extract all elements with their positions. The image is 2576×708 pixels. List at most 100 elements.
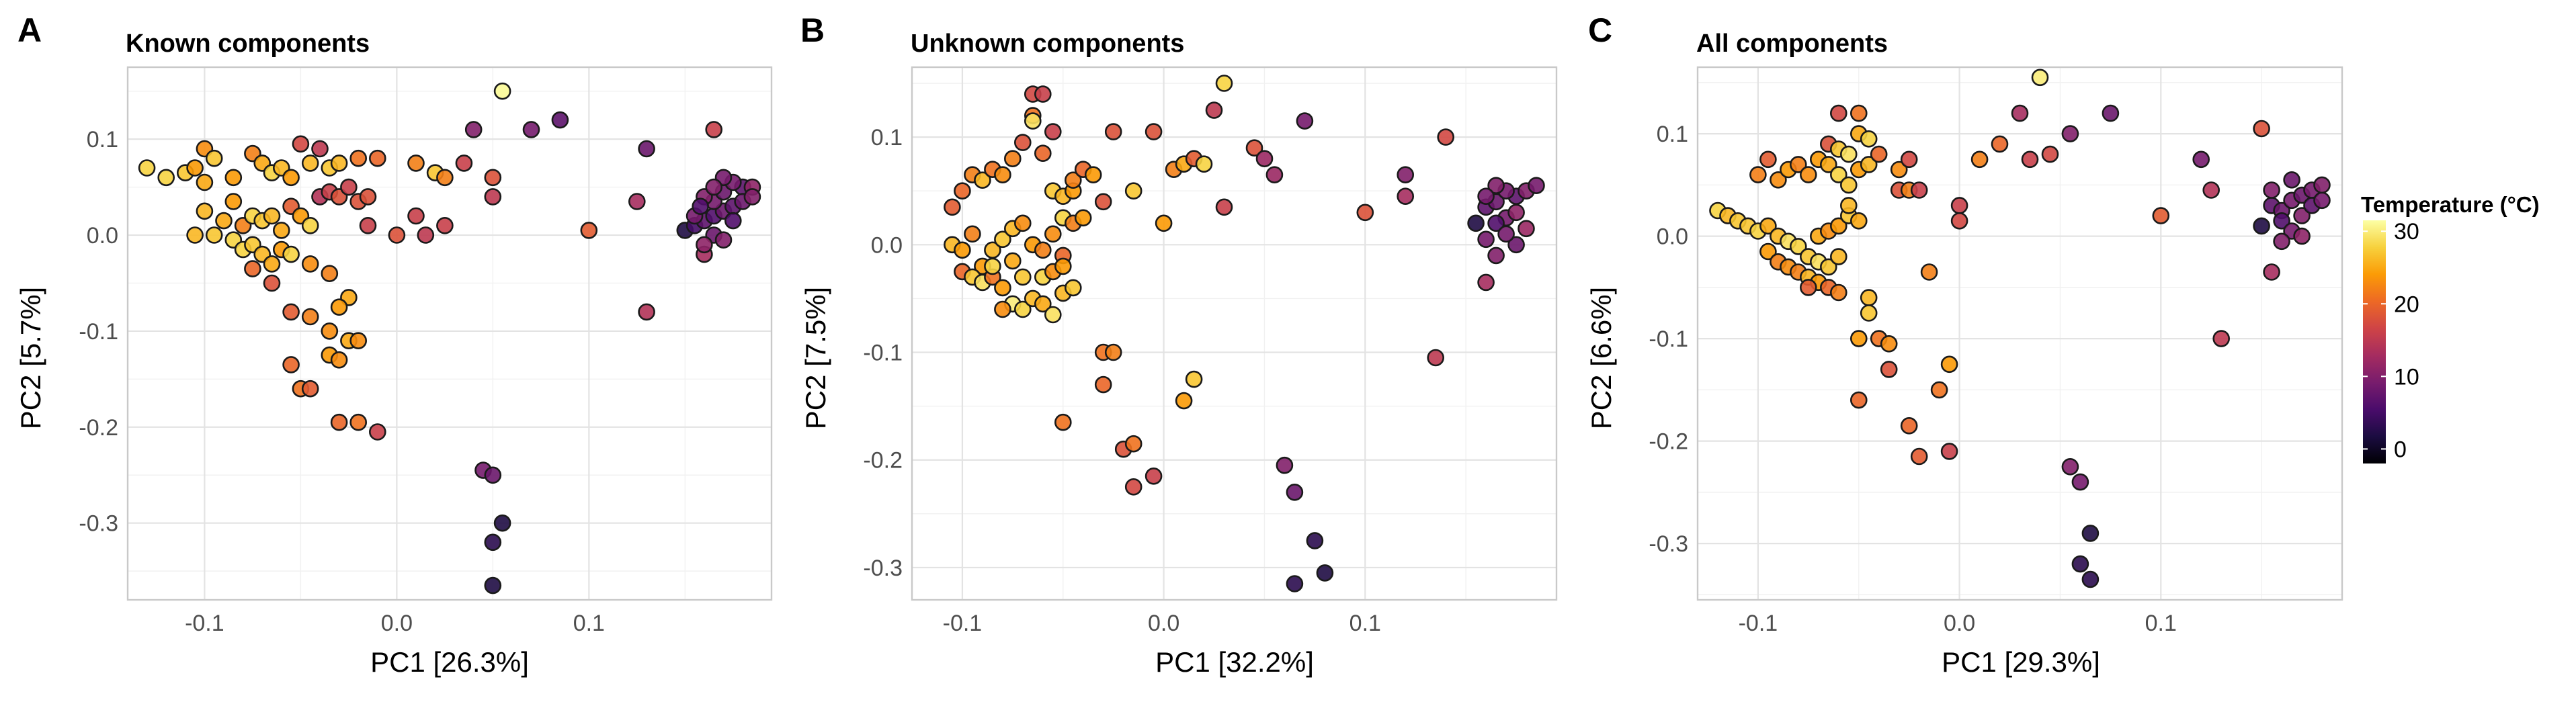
- data-point: [1185, 370, 1203, 388]
- data-point: [349, 413, 368, 431]
- data-point: [638, 303, 655, 321]
- y-tick-label-c: 0.1: [1657, 122, 1688, 147]
- data-point: [1245, 139, 1263, 157]
- colorbar-ticks: 0 10 20 30: [2363, 219, 2419, 462]
- data-point: [1518, 220, 1535, 238]
- data-point: [1195, 155, 1213, 173]
- data-point: [1800, 166, 1817, 183]
- data-point: [522, 121, 540, 138]
- data-point: [2071, 555, 2089, 573]
- data-point: [407, 207, 425, 225]
- data-point: [1034, 144, 1052, 162]
- data-point: [1487, 214, 1505, 232]
- data-point: [1477, 187, 1495, 206]
- y-tick-label-c: -0.2: [1649, 429, 1688, 455]
- data-point: [1497, 225, 1515, 243]
- data-point: [196, 202, 214, 220]
- y-tick-label-c: 0.0: [1657, 224, 1688, 250]
- data-point: [301, 308, 319, 326]
- data-point: [1104, 123, 1122, 140]
- data-point: [2152, 207, 2170, 224]
- data-point: [484, 169, 502, 187]
- data-point: [186, 226, 204, 244]
- data-point: [301, 216, 319, 234]
- data-point: [1065, 171, 1082, 189]
- data-point: [349, 149, 368, 167]
- data-point: [2253, 217, 2270, 235]
- data-point: [1860, 130, 1878, 148]
- data-point: [1910, 181, 1928, 199]
- data-point: [455, 154, 473, 172]
- data-point: [2031, 69, 2049, 87]
- data-point: [224, 169, 243, 187]
- data-point: [1004, 252, 1022, 270]
- data-point: [1175, 392, 1193, 410]
- data-point: [1840, 197, 1858, 214]
- data-point: [1014, 268, 1032, 286]
- data-point: [944, 198, 961, 216]
- data-point: [551, 111, 569, 129]
- data-point: [1306, 532, 1324, 549]
- data-point: [1900, 150, 1918, 169]
- data-point: [1286, 483, 1304, 501]
- x-tick-label-b: -0.1: [943, 611, 983, 636]
- x-tick-label-b: 0.1: [1349, 611, 1381, 636]
- data-point: [1034, 85, 1052, 103]
- data-point: [464, 121, 483, 138]
- data-point: [1276, 456, 1294, 474]
- data-point: [1286, 575, 1304, 592]
- data-point: [2071, 473, 2089, 491]
- data-point: [2212, 330, 2230, 347]
- data-point: [2293, 207, 2311, 224]
- data-point: [1940, 443, 1958, 460]
- data-point: [263, 274, 281, 292]
- x-tick-label-a: 0.0: [381, 611, 413, 636]
- data-point: [1830, 248, 1847, 265]
- plot-area-c: -0.1 0.0 0.1 -0.3 -0.2 -0.1 0.0 0.1: [1649, 66, 2343, 636]
- data-point: [1910, 447, 1928, 466]
- data-point: [994, 279, 1011, 297]
- y-tick-label-b: 0.1: [871, 125, 903, 150]
- panel-letter-c: C: [1588, 11, 1612, 49]
- data-point: [349, 332, 368, 350]
- data-point: [1124, 182, 1142, 200]
- panel-title-c: All components: [1696, 30, 1888, 58]
- plot-frame-a: [126, 66, 773, 601]
- data-point: [1094, 193, 1112, 211]
- data-point: [628, 193, 646, 210]
- data-point: [484, 188, 502, 206]
- colorbar: [2363, 220, 2386, 463]
- y-tick-label-b: 0.0: [871, 232, 903, 258]
- panel-b: B Unknown components -0.1 0.0 0.1-0.3-0.2-…: [800, 11, 1558, 678]
- data-point: [1316, 564, 1334, 582]
- y-tick-label-b: -0.1: [863, 341, 903, 366]
- data-point: [1215, 198, 1233, 216]
- plot-area-a: -0.1 0.0 0.1 -0.3 -0.2 -0.1 0.0 0.1: [79, 66, 773, 636]
- data-point: [321, 265, 339, 283]
- data-point: [1094, 375, 1112, 394]
- data-point: [368, 423, 386, 441]
- data-point: [1265, 166, 1284, 184]
- y-tick-label-a: 0.1: [87, 127, 118, 152]
- data-point: [186, 159, 204, 177]
- data-point: [1749, 166, 1767, 183]
- data-point: [1014, 134, 1032, 151]
- data-point: [1830, 283, 1847, 302]
- data-point: [1487, 247, 1505, 265]
- data-point: [1507, 204, 1525, 222]
- x-tick-label-b: 0.0: [1148, 611, 1179, 636]
- data-point: [1044, 225, 1062, 243]
- data-point: [2192, 150, 2210, 169]
- data-point: [1205, 101, 1223, 119]
- panel-c: C All components -0.1 0.0 0.1 -0.3 -0.2 -0.1 0…: [1585, 11, 2343, 678]
- data-point: [1850, 104, 1868, 122]
- data-point: [493, 514, 511, 532]
- x-tick-label-c: 0.1: [2145, 611, 2177, 636]
- data-point: [1970, 150, 1989, 169]
- data-point: [1850, 212, 1868, 230]
- colorbar-tick-label: 10: [2394, 364, 2419, 390]
- data-point: [705, 178, 722, 196]
- data-point: [484, 576, 502, 594]
- data-point: [157, 169, 175, 187]
- data-point: [1860, 156, 1878, 173]
